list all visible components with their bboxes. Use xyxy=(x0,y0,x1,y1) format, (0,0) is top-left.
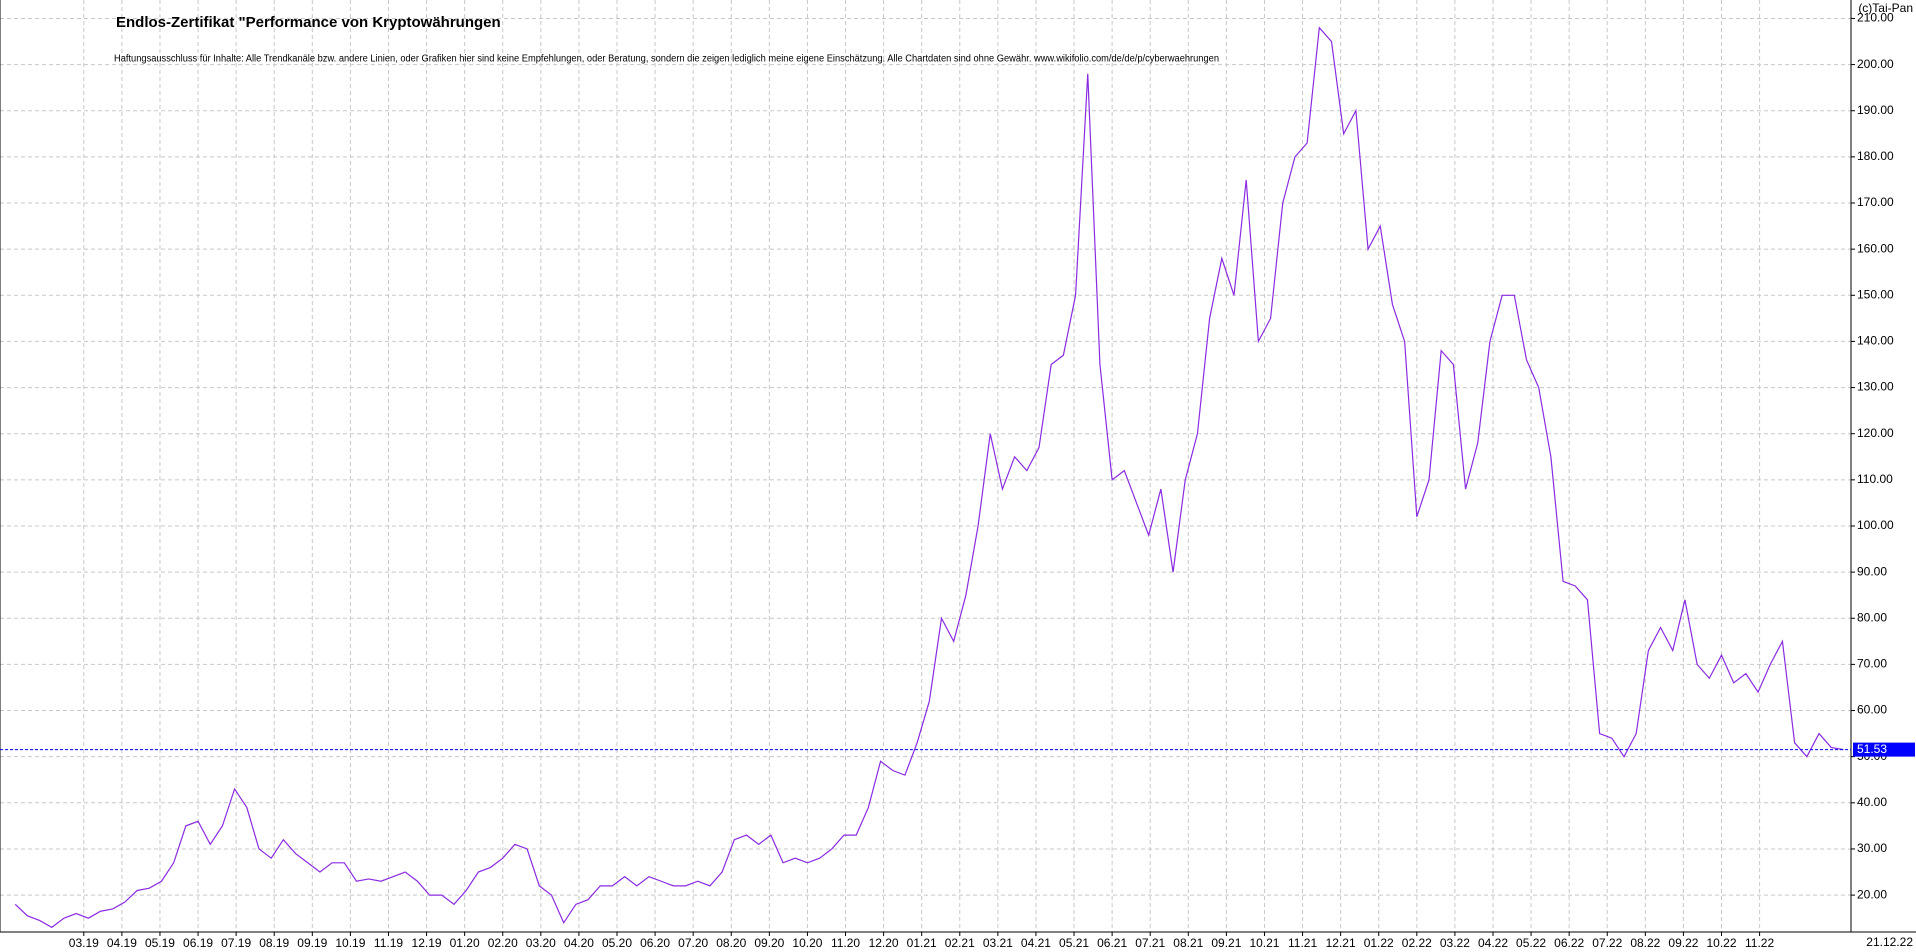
x-tick-label: 06.20 xyxy=(640,936,670,950)
x-tick-label: 04.19 xyxy=(107,936,137,950)
y-tick-label: 210.00 xyxy=(1857,11,1894,25)
x-tick-label: 06.19 xyxy=(183,936,213,950)
y-tick-label: 170.00 xyxy=(1857,195,1894,209)
y-tick-label: 160.00 xyxy=(1857,241,1894,255)
chart-title: Endlos-Zertifikat "Performance von Krypt… xyxy=(116,14,501,31)
x-tick-label: 12.19 xyxy=(412,936,442,950)
y-tick-label: 60.00 xyxy=(1857,703,1887,717)
x-tick-label: 12.21 xyxy=(1326,936,1356,950)
x-tick-label: 03.22 xyxy=(1440,936,1470,950)
x-tick-label: 08.21 xyxy=(1173,936,1203,950)
y-tick-label: 40.00 xyxy=(1857,795,1887,809)
x-tick-label: 02.22 xyxy=(1402,936,1432,950)
x-tick-label: 11.20 xyxy=(831,936,860,950)
x-tick-label: 10.21 xyxy=(1249,936,1279,950)
y-tick-label: 120.00 xyxy=(1857,426,1894,440)
x-tick-label: 07.22 xyxy=(1592,936,1622,950)
y-tick-label: 140.00 xyxy=(1857,334,1894,348)
y-tick-label: 130.00 xyxy=(1857,380,1894,394)
x-tick-label: 03.21 xyxy=(983,936,1013,950)
y-tick-label: 150.00 xyxy=(1857,287,1894,301)
x-tick-label: 04.22 xyxy=(1478,936,1508,950)
x-tick-label: 08.20 xyxy=(716,936,746,950)
x-tick-label: 01.22 xyxy=(1364,936,1394,950)
y-tick-label: 70.00 xyxy=(1857,657,1887,671)
x-tick-label: 07.19 xyxy=(221,936,251,950)
x-tick-label: 11.21 xyxy=(1288,936,1317,950)
y-tick-label: 80.00 xyxy=(1857,610,1887,624)
x-tick-label: 07.21 xyxy=(1135,936,1165,950)
y-tick-label: 90.00 xyxy=(1857,564,1887,578)
x-tick-label: 05.20 xyxy=(602,936,632,950)
x-tick-label: 07.20 xyxy=(678,936,708,950)
price-line xyxy=(14,26,1844,929)
last-value-box xyxy=(1853,742,1915,757)
x-tick-label: 09.20 xyxy=(754,936,784,950)
date-label: 21.12.22 xyxy=(1866,935,1913,949)
x-tick-label: 11.22 xyxy=(1745,936,1774,950)
x-tick-label: 05.19 xyxy=(145,936,175,950)
y-tick-label: 20.00 xyxy=(1857,887,1887,901)
y-tick-label: 100.00 xyxy=(1857,518,1894,532)
x-tick-label: 08.22 xyxy=(1630,936,1660,950)
y-tick-label: 200.00 xyxy=(1857,57,1894,71)
subtitle: Haftungsausschluss für Inhalte: Alle Tre… xyxy=(114,54,1219,65)
x-tick-label: 09.21 xyxy=(1211,936,1241,950)
y-tick-label: 30.00 xyxy=(1857,841,1887,855)
x-tick-label: 12.20 xyxy=(869,936,899,950)
x-tick-label: 02.20 xyxy=(488,936,518,950)
x-tick-label: 09.22 xyxy=(1668,936,1698,950)
x-tick-label: 10.22 xyxy=(1706,936,1736,950)
x-tick-label: 05.22 xyxy=(1516,936,1546,950)
x-tick-label: 05.21 xyxy=(1059,936,1089,950)
x-tick-label: 10.19 xyxy=(335,936,365,950)
x-tick-label: 01.20 xyxy=(450,936,480,950)
x-tick-label: 06.22 xyxy=(1554,936,1584,950)
x-tick-label: 06.21 xyxy=(1097,936,1127,950)
x-tick-label: 11.19 xyxy=(374,936,403,950)
y-tick-label: 180.00 xyxy=(1857,149,1894,163)
x-tick-label: 04.20 xyxy=(564,936,594,950)
grid xyxy=(0,0,1851,932)
x-tick-label: 02.21 xyxy=(945,936,975,950)
x-tick-label: 03.19 xyxy=(69,936,99,950)
last-value-label: 51.53 xyxy=(1857,742,1887,756)
x-tick-label: 03.20 xyxy=(526,936,556,950)
x-tick-label: 01.21 xyxy=(907,936,937,950)
x-tick-label: 10.20 xyxy=(792,936,822,950)
copyright: (c)Tai-Pan xyxy=(1858,1,1913,15)
y-tick-label: 110.00 xyxy=(1857,472,1893,486)
x-tick-label: 08.19 xyxy=(259,936,289,950)
x-tick-label: 04.21 xyxy=(1021,936,1051,950)
x-tick-label: 09.19 xyxy=(297,936,327,950)
y-tick-label: 190.00 xyxy=(1857,103,1894,117)
